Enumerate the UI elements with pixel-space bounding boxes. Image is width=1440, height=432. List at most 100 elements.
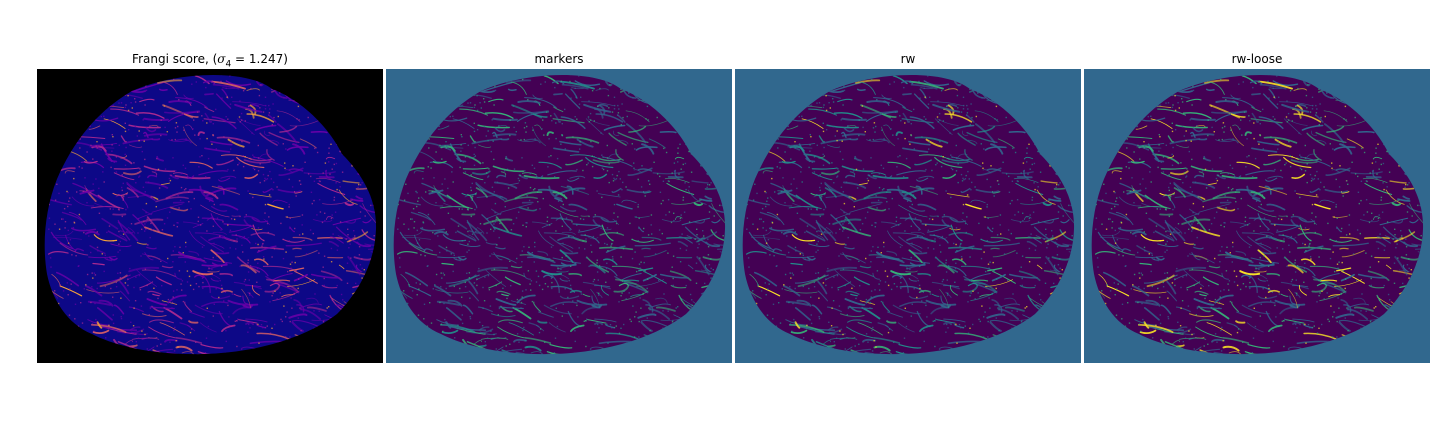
speckle [1302,242,1304,245]
speckle [577,316,579,318]
speckle [896,166,898,168]
speckle [138,175,141,177]
vessel-stroke [1202,196,1236,203]
vessel-stroke [1133,289,1167,294]
speckle [839,150,841,153]
speckle [93,330,95,333]
vessel-stroke [1284,256,1308,273]
vessel-stroke [238,319,258,324]
speckle [215,288,217,290]
vessel-stroke [238,118,261,126]
vessel-stroke [956,153,968,160]
vessel-stroke [785,300,810,306]
speckle [359,264,362,266]
speckle [526,346,528,348]
speckle [793,318,795,321]
speckle [470,174,472,176]
speckle [639,297,641,299]
vessel-stroke [299,138,317,149]
vessel-stroke [368,248,377,255]
vessel-stroke [498,319,523,324]
speckle [1049,165,1051,167]
speckle [333,199,335,201]
speckle [74,318,76,320]
speckle [615,325,617,327]
vessel-stroke [549,204,579,218]
vessel-stroke [548,322,566,333]
speckle [497,314,499,316]
vessel-stroke [538,311,554,318]
speckle [181,280,184,282]
vessel-stroke [1054,241,1070,248]
speckle [781,288,783,290]
vessel-stroke [886,250,898,256]
speckle [491,186,494,188]
speckle [707,246,710,248]
speckle [938,348,941,350]
speckle [767,197,769,199]
speckle [1159,296,1161,298]
vessel-stroke [218,177,231,182]
speckle [1332,316,1334,318]
speckle [1235,191,1237,193]
speckle [582,218,585,221]
vessel-stroke [1183,242,1195,245]
speckle [418,288,420,290]
vessel-stroke [638,267,654,272]
speckle [846,314,848,316]
speckle [299,307,301,309]
vessel-stroke [161,182,170,185]
vessel-stroke [1289,295,1296,305]
speckle [838,305,841,307]
vessel-stroke [908,295,929,300]
speckle [95,195,98,197]
speckle [468,240,470,243]
speckle [579,141,581,143]
vessel-stroke [824,187,837,198]
speckle [331,168,333,170]
speckle [301,214,304,216]
speckle [144,191,146,193]
vessel-stroke [949,217,967,223]
speckle [294,227,296,230]
vessel-stroke [471,138,503,145]
speckle [266,325,268,327]
vessel-stroke [510,265,523,269]
speckle [432,231,434,234]
speckle [572,136,574,138]
speckle [611,327,613,329]
speckle [809,144,811,146]
speckle [136,135,138,137]
speckle [272,280,274,282]
speckle [977,92,979,94]
speckle [233,169,235,172]
speckle [1055,186,1057,189]
speckle [662,310,664,312]
speckle [1059,182,1061,184]
speckle [247,331,249,333]
speckle [1017,180,1019,183]
vessel-stroke [854,155,863,162]
vessel-stroke [1190,165,1223,173]
speckle [88,235,90,237]
speckle [638,227,640,229]
vessel-stroke [818,155,825,159]
speckle [181,289,183,291]
vessel-stroke [477,306,493,313]
speckle [312,232,314,235]
speckle [626,115,628,118]
vessel-stroke [826,124,859,129]
speckle [1338,186,1341,188]
vessel-stroke [199,185,214,200]
speckle [671,172,673,174]
speckle [1193,218,1195,220]
speckle [1057,264,1060,266]
vessel-stroke [65,234,77,251]
speckle [537,201,539,203]
speckle [794,246,797,249]
speckle [125,146,127,149]
speckle [157,297,159,300]
speckle [864,131,866,133]
speckle [174,127,177,129]
speckle [139,168,141,170]
